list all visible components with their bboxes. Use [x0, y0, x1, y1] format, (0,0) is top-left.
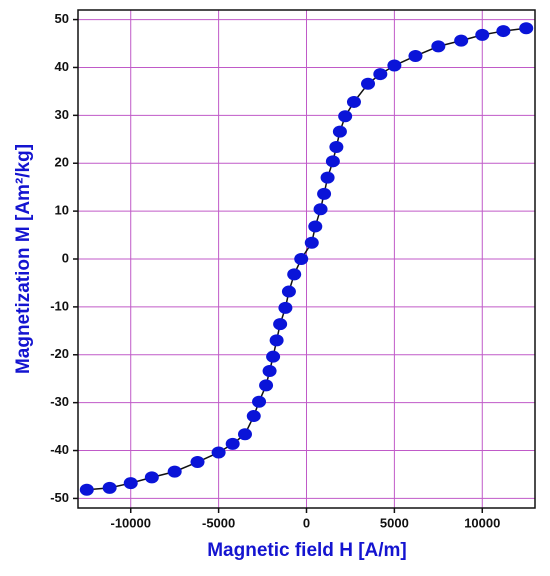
point — [329, 140, 344, 153]
y-tick-label: -40 — [50, 442, 69, 457]
point — [262, 365, 277, 378]
point — [79, 483, 94, 496]
point — [454, 34, 469, 47]
y-tick-label: 50 — [55, 11, 69, 26]
x-tick-label: 0 — [303, 515, 310, 530]
point — [387, 59, 402, 72]
point — [266, 350, 281, 363]
point — [269, 334, 284, 347]
point — [304, 236, 319, 249]
y-tick-label: 40 — [55, 59, 69, 74]
point — [338, 110, 353, 123]
x-tick-label: 10000 — [464, 515, 500, 530]
point — [278, 301, 293, 314]
point — [190, 456, 205, 469]
point — [475, 28, 490, 41]
y-tick-label: -10 — [50, 298, 69, 313]
point — [281, 285, 296, 298]
point — [431, 40, 446, 53]
x-axis-label: Magnetic field H [A/m] — [207, 540, 407, 561]
point — [225, 437, 240, 450]
point — [519, 22, 534, 35]
point — [317, 187, 332, 200]
y-axis-label: Magnetization M [Am²/kg] — [13, 144, 34, 374]
point — [294, 253, 309, 265]
point — [273, 318, 288, 331]
point — [408, 49, 423, 62]
plot-frame — [77, 9, 536, 509]
point — [373, 68, 388, 81]
y-tick-label: 0 — [62, 250, 69, 265]
y-tick-label: 10 — [55, 203, 69, 218]
point — [332, 125, 347, 138]
point — [325, 155, 340, 168]
point — [259, 379, 274, 392]
y-tick-label: 20 — [55, 155, 69, 170]
point — [320, 171, 335, 184]
y-tick-label: -50 — [50, 490, 69, 505]
point — [102, 481, 117, 494]
point — [496, 25, 511, 38]
point — [211, 446, 226, 459]
point — [346, 95, 361, 108]
point — [123, 477, 138, 490]
point — [308, 220, 323, 233]
y-tick-label: -30 — [50, 394, 69, 409]
y-tick-label: -20 — [50, 346, 69, 361]
point — [167, 465, 182, 478]
point — [237, 428, 252, 441]
point — [361, 77, 376, 90]
x-tick-label: 5000 — [380, 515, 409, 530]
point — [313, 203, 328, 216]
x-tick-label: -10000 — [110, 515, 150, 530]
point — [287, 268, 302, 281]
x-tick-label: -5000 — [202, 515, 235, 530]
point — [144, 471, 159, 484]
y-tick-label: 30 — [55, 107, 69, 122]
point — [252, 395, 267, 408]
point — [246, 410, 261, 423]
